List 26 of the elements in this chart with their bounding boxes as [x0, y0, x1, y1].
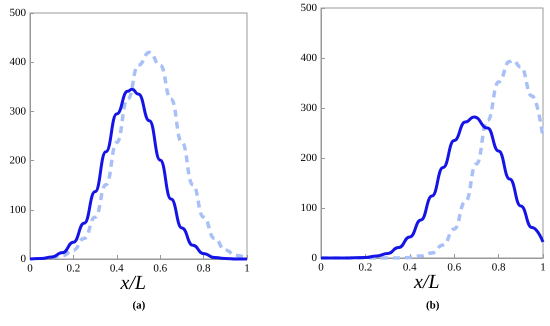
- x-tick-label: 0.8: [492, 262, 506, 274]
- y-tick-label: 400: [300, 52, 318, 64]
- x-tick-label: 0.6: [153, 262, 168, 274]
- y-tick-label: 200: [300, 152, 318, 164]
- y-tick-label: 300: [10, 105, 26, 118]
- x-tick-label: 1: [244, 262, 250, 274]
- text: (a): [132, 300, 146, 312]
- x-tick-label: 0.2: [66, 262, 80, 274]
- y-tick-label: 100: [300, 202, 318, 214]
- y-tick-label: 0: [312, 252, 318, 264]
- x-axis-title: x/L: [120, 272, 146, 294]
- y-tick-label: 0: [20, 253, 26, 265]
- x-tick-label: 0.8: [196, 262, 211, 274]
- x-axis-title: x/L: [413, 271, 440, 293]
- x-tick-label: 1: [540, 262, 546, 274]
- x-tick-label: 0.6: [447, 262, 462, 274]
- y-tick-label: 200: [10, 154, 26, 167]
- y-tick-label: 500: [300, 2, 318, 14]
- y-tick-label: 300: [300, 102, 318, 114]
- y-tick-label: 100: [10, 204, 26, 216]
- x-tick-label: 0.4: [402, 262, 418, 274]
- x-tick-label: 0.4: [110, 262, 124, 274]
- x-tick-label: 0.2: [358, 262, 372, 274]
- y-tick-label: 500: [10, 7, 26, 19]
- y-tick-label: 400: [10, 56, 26, 68]
- text: (b): [426, 300, 440, 312]
